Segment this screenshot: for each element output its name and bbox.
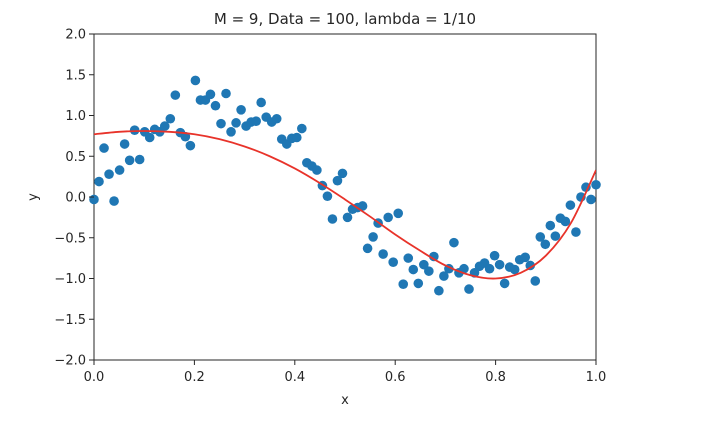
x-axis-ticks: 0.0 0.2 0.4 0.6 0.8 1.0 <box>84 360 607 385</box>
scatter-point <box>434 285 444 296</box>
plot-area <box>89 33 601 361</box>
scatter-point <box>226 127 236 137</box>
scatter-point <box>388 257 398 268</box>
scatter-point <box>144 132 155 143</box>
scatter-point <box>571 227 581 237</box>
scatter-point <box>439 271 449 281</box>
y-axis-label: y <box>26 193 41 201</box>
y-tick-label: 1.5 <box>65 68 86 83</box>
scatter-point <box>332 175 343 186</box>
scatter-point <box>104 169 114 179</box>
scatter-point <box>535 232 546 242</box>
x-tick-label: 1.0 <box>586 370 607 385</box>
x-tick-label: 0.4 <box>284 370 305 385</box>
scatter-point <box>403 253 414 263</box>
y-tick-label: −0.5 <box>54 231 86 246</box>
scatter-point <box>398 279 409 290</box>
data-layer <box>89 75 601 296</box>
scatter-point <box>94 176 104 187</box>
scatter-point <box>129 125 140 135</box>
scatter-point <box>119 139 130 149</box>
scatter-point <box>378 249 388 259</box>
scatter-point <box>256 97 266 108</box>
x-tick-label: 0.2 <box>184 370 205 385</box>
scatter-point <box>419 259 429 270</box>
scatter-point <box>134 154 145 165</box>
scatter-point <box>159 121 170 131</box>
scatter-point <box>565 200 576 210</box>
scatter-point <box>170 90 181 100</box>
scatter-point <box>327 214 338 224</box>
y-tick-label: 1.0 <box>65 109 86 124</box>
scatter-point <box>581 182 591 193</box>
scatter-point <box>271 113 282 124</box>
scatter-point <box>494 259 505 270</box>
scatter-point <box>550 231 561 241</box>
scatter-point <box>449 237 459 248</box>
scatter-point <box>540 239 551 250</box>
scatter-point <box>591 179 601 190</box>
y-tick-label: 0.5 <box>65 150 86 165</box>
scatter-point <box>464 284 474 294</box>
y-tick-label: 2.0 <box>65 28 86 43</box>
scatter-point <box>586 194 596 205</box>
scatter-point <box>362 243 373 254</box>
scatter-point <box>312 165 322 175</box>
y-tick-label: −2.0 <box>54 354 86 369</box>
scatter-point <box>408 264 419 275</box>
x-axis-label: x <box>341 393 349 408</box>
scatter-point <box>251 116 261 127</box>
scatter-point <box>393 208 404 219</box>
scatter-point <box>190 75 201 86</box>
scatter-point <box>525 260 536 271</box>
x-tick-label: 0.6 <box>385 370 406 385</box>
scatter-point <box>484 263 495 274</box>
scatter-point <box>413 278 424 289</box>
scatter-point <box>185 140 196 151</box>
y-tick-label: −1.0 <box>54 272 86 287</box>
scatter-point <box>109 196 119 206</box>
scatter-point <box>124 155 135 166</box>
x-tick-label: 0.8 <box>485 370 506 385</box>
scatter-point <box>368 232 378 242</box>
scatter-point <box>560 216 571 227</box>
fit-curve-line <box>94 130 596 280</box>
scatter-point <box>114 165 125 175</box>
scatter-point <box>337 168 348 179</box>
scatter-point <box>357 201 368 211</box>
scatter-point <box>383 212 393 223</box>
chart-title: M = 9, Data = 100, lambda = 1/10 <box>214 10 476 28</box>
scatter-point <box>520 252 531 263</box>
scatter-point <box>424 266 434 276</box>
x-tick-label: 0.0 <box>84 370 105 385</box>
scatter-point <box>216 118 226 129</box>
scatter-point <box>292 132 302 143</box>
scatter-point <box>429 251 439 262</box>
scatter-point <box>205 89 216 100</box>
scatter-point <box>99 143 109 153</box>
scatter-point <box>499 278 510 289</box>
y-axis-ticks: 2.0 1.5 1.0 0.5 0.0 −0.5 −1.0 −1.5 −2.0 <box>54 28 94 369</box>
scatter-point <box>509 264 520 275</box>
scatter-point <box>342 212 353 223</box>
y-tick-label: −1.5 <box>54 313 86 328</box>
scatter-point <box>231 118 241 128</box>
scatter-point <box>489 250 500 261</box>
y-tick-label: 0.0 <box>65 191 86 206</box>
scatter-point <box>545 220 556 231</box>
scatter-point <box>322 191 333 201</box>
scatter-point <box>530 276 541 286</box>
scatter-point <box>297 123 307 134</box>
scatter-point <box>236 104 246 115</box>
scatter-point <box>89 194 99 205</box>
scatter-point <box>165 113 176 124</box>
scatter-point <box>459 263 469 274</box>
scatter-point <box>210 100 221 111</box>
scatter-point <box>221 88 231 99</box>
